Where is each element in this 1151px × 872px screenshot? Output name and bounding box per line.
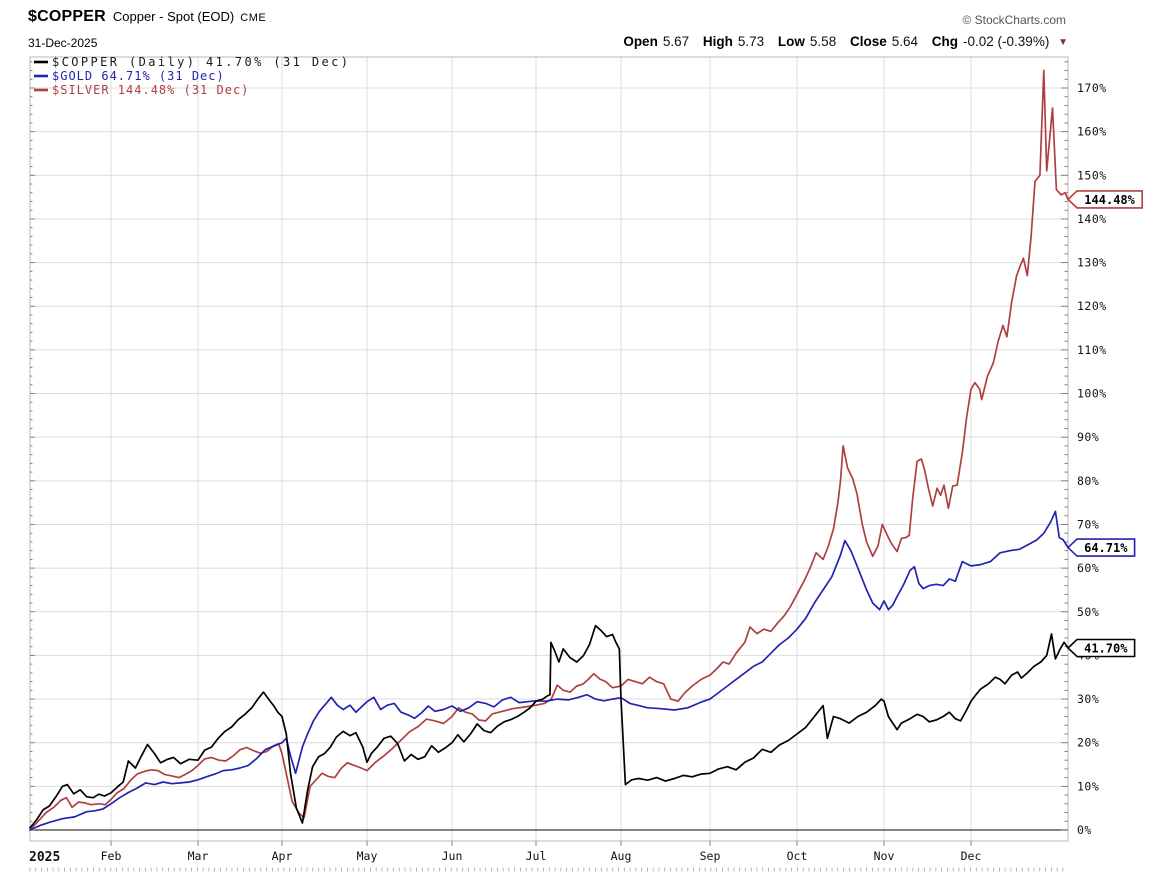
svg-text:120%: 120% [1077,299,1107,313]
svg-text:160%: 160% [1077,125,1107,139]
x-axis-labels: 2025 Feb Mar Apr May Jun Jul Aug Sep Oct Nov Dec [29,849,981,865]
svg-text:Dec: Dec [961,849,982,863]
svg-text:50%: 50% [1077,605,1099,619]
symbol-description: Copper - Spot (EOD) [112,9,235,24]
svg-text:Jun: Jun [442,849,463,863]
svg-text:170%: 170% [1077,81,1107,95]
svg-text:100%: 100% [1077,387,1107,401]
svg-text:Oct: Oct [787,849,808,863]
svg-text:130%: 130% [1077,256,1107,270]
svg-text:90%: 90% [1077,430,1099,444]
svg-text:Apr: Apr [272,849,293,863]
bottom-minor-tick-row [29,867,1064,872]
symbol-ticker: $COPPER [28,8,106,25]
quote-high: High 5.73 [702,34,765,49]
stockcharts-credit: © StockCharts.com [962,13,1066,27]
chart-header: $COPPER Copper - Spot (EOD) CME [28,8,266,26]
series-end-labels: 144.48% 64.71% 41.70% [1066,190,1143,658]
ohlc-quote-bar: Open 5.67 High 5.73 Low 5.58 Close 5.64 Chg -… [623,34,1068,49]
svg-text:2025: 2025 [29,850,60,865]
svg-text:Sep: Sep [700,849,721,863]
end-label-text-copper: 41.70% [1084,641,1128,655]
legend-item-copper: $COPPER (Daily) 41.70% (31 Dec) [52,55,350,69]
svg-text:140%: 140% [1077,212,1107,226]
svg-text:80%: 80% [1077,474,1099,488]
quote-open: Open 5.67 [623,34,690,49]
quote-date: 31-Dec-2025 [28,36,98,50]
svg-text:Mar: Mar [188,849,209,863]
svg-text:30%: 30% [1077,692,1099,706]
svg-text:20%: 20% [1077,736,1099,750]
svg-text:70%: 70% [1077,517,1099,531]
grid-lines [30,57,1068,841]
series-line-gold [29,510,1069,831]
end-label-text-gold: 64.71% [1084,541,1128,555]
quote-change: Chg -0.02 (-0.39%) [931,34,1050,49]
quote-close: Close 5.64 [849,34,919,49]
svg-text:0%: 0% [1077,823,1092,837]
svg-text:Nov: Nov [874,849,895,863]
series-line-silver [29,69,1069,831]
change-down-triangle-icon: ▼ [1058,37,1068,48]
svg-text:Jul: Jul [526,849,547,863]
series-lines [29,69,1069,831]
exchange-name: CME [240,12,267,24]
end-label-text-silver: 144.48% [1084,193,1135,207]
series-line-copper [29,624,1069,829]
svg-text:110%: 110% [1077,343,1107,357]
end-label-box-copper [1066,638,1136,658]
chart-legend: $COPPER (Daily) 41.70% (31 Dec)$GOLD 64.… [34,55,350,97]
svg-text:May: May [357,849,378,863]
end-label-box-silver [1066,190,1143,209]
svg-text:150%: 150% [1077,168,1107,182]
svg-text:60%: 60% [1077,561,1099,575]
quote-low: Low 5.58 [777,34,837,49]
legend-item-gold: $GOLD 64.71% (31 Dec) [52,69,225,83]
axis-ticks [30,61,1068,846]
svg-text:10%: 10% [1077,779,1099,793]
end-label-box-gold [1066,538,1136,557]
svg-text:Aug: Aug [611,849,632,863]
legend-item-silver: $SILVER 144.48% (31 Dec) [52,83,249,97]
svg-text:Feb: Feb [101,849,122,863]
plot-frame [29,56,1069,842]
